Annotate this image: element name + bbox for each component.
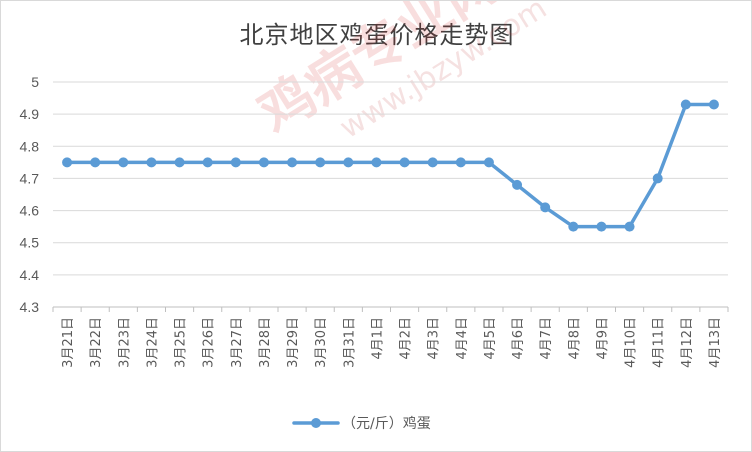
- series-layer: [62, 99, 719, 232]
- x-axis-ticks: 3月21日 3月22日 3月23日 3月24日 3月25日 3月26日 3月27日 3月28日…: [61, 317, 723, 368]
- data-point: [427, 157, 438, 168]
- data-point: [287, 157, 298, 168]
- y-tick-label: 4.9: [20, 106, 40, 122]
- data-point: [343, 157, 354, 168]
- x-tick-label: 4月12日: [680, 317, 695, 368]
- x-tick-label: 3月26日: [202, 317, 217, 368]
- x-tick-label: 3月28日: [258, 317, 273, 368]
- chart-title: 北京地区鸡蛋价格走势图: [239, 21, 515, 49]
- x-tick-label: 4月5日: [483, 317, 498, 360]
- x-tick-label: 4月1日: [370, 317, 385, 360]
- x-tick-label: 3月23日: [117, 317, 132, 368]
- data-point: [230, 157, 241, 168]
- x-tick-label: 3月29日: [286, 317, 301, 368]
- data-point: [202, 157, 213, 168]
- y-tick-label: 4.7: [20, 170, 40, 186]
- y-tick-label: 4.6: [20, 203, 40, 219]
- data-point: [596, 221, 607, 232]
- data-point: [483, 157, 494, 168]
- y-axis-ticks: 4.3 4.4 4.5 4.6 4.7 4.8 4.9 5: [20, 74, 40, 315]
- data-point: [455, 157, 466, 168]
- data-point: [146, 157, 157, 168]
- gridlines: [53, 81, 728, 308]
- data-point: [174, 157, 185, 168]
- x-tick-label: 3月31日: [342, 317, 357, 368]
- legend-marker-icon: [311, 418, 321, 428]
- data-point: [652, 173, 663, 184]
- data-point: [568, 221, 579, 232]
- data-point: [680, 99, 691, 110]
- x-tick-label: 3月21日: [61, 317, 76, 368]
- data-point: [118, 157, 129, 168]
- y-tick-label: 4.8: [20, 138, 40, 154]
- x-tick-label: 4月4日: [455, 317, 470, 360]
- x-tick-label: 3月25日: [174, 317, 189, 368]
- y-tick-label: 4.5: [20, 235, 40, 251]
- x-tick-label: 4月11日: [652, 317, 667, 368]
- x-tick-label: 4月8日: [567, 317, 582, 360]
- x-tick-label: 3月22日: [89, 317, 104, 368]
- series-line: [65, 102, 716, 229]
- y-tick-label: 4.4: [20, 267, 40, 283]
- legend-label: （元/斤）鸡蛋: [342, 415, 431, 432]
- data-point: [315, 157, 326, 168]
- y-tick-label: 4.3: [20, 299, 40, 315]
- legend: （元/斤）鸡蛋: [292, 415, 431, 432]
- y-tick-label: 5: [31, 74, 39, 90]
- data-point: [399, 157, 410, 168]
- x-tick-label: 4月6日: [511, 317, 526, 360]
- x-axis: [52, 306, 729, 312]
- data-point: [540, 202, 551, 213]
- data-point: [512, 179, 523, 190]
- data-point: [258, 157, 269, 168]
- x-tick-label: 4月7日: [539, 317, 554, 360]
- x-tick-label: 3月27日: [230, 317, 245, 368]
- x-tick-label: 4月3日: [427, 317, 442, 360]
- data-point: [90, 157, 101, 168]
- x-tick-label: 4月9日: [595, 317, 610, 360]
- data-point: [371, 157, 382, 168]
- x-tick-label: 4月2日: [399, 317, 414, 360]
- data-point: [708, 99, 719, 110]
- x-tick-label: 3月24日: [145, 317, 160, 368]
- x-tick-label: 4月13日: [708, 317, 723, 368]
- x-tick-label: 4月10日: [624, 317, 639, 368]
- data-point: [62, 157, 73, 168]
- data-point: [624, 221, 635, 232]
- x-tick-label: 3月30日: [314, 317, 329, 368]
